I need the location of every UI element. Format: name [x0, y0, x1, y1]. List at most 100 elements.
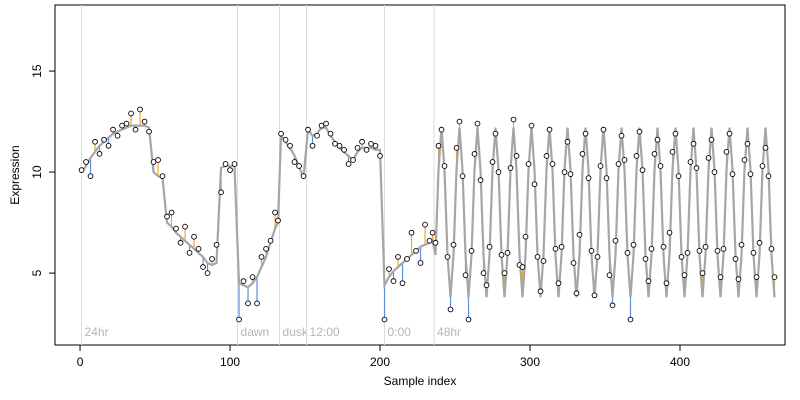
data-point — [510, 116, 517, 123]
data-point — [573, 290, 580, 297]
data-point — [495, 169, 502, 175]
data-point — [114, 132, 121, 139]
data-point — [327, 130, 334, 137]
data-point — [444, 254, 451, 260]
data-point — [372, 142, 379, 149]
data-point — [636, 128, 643, 135]
data-point — [164, 213, 170, 220]
data-point — [404, 256, 410, 262]
data-point — [480, 270, 487, 276]
data-point — [657, 163, 664, 169]
data-point — [744, 140, 751, 147]
data-point — [468, 248, 475, 254]
data-point — [654, 136, 661, 143]
data-point — [408, 229, 415, 236]
data-point — [182, 223, 188, 230]
data-point — [191, 233, 197, 240]
data-point — [624, 250, 631, 256]
data-point — [447, 306, 454, 313]
x-axis-title: Sample index — [384, 374, 457, 388]
data-point — [432, 239, 439, 246]
data-point — [663, 280, 670, 287]
data-point — [540, 258, 547, 264]
data-point — [672, 130, 679, 137]
data-point — [305, 126, 311, 133]
data-point — [368, 140, 374, 147]
data-point — [413, 248, 419, 254]
data-point — [522, 233, 529, 240]
data-point — [591, 292, 598, 299]
data-point — [395, 254, 401, 260]
data-point — [489, 159, 496, 165]
data-point — [729, 171, 736, 177]
plot-frame — [54, 4, 786, 346]
data-point — [738, 241, 745, 248]
data-point — [168, 209, 175, 216]
data-point — [537, 288, 544, 295]
data-point — [231, 161, 238, 167]
data-point — [690, 140, 697, 147]
data-point — [627, 316, 634, 323]
data-point — [417, 260, 424, 266]
data-point — [612, 237, 619, 244]
data-point — [200, 264, 206, 270]
data-point — [323, 120, 329, 127]
data-point — [717, 274, 724, 280]
reference-label: dusk — [283, 325, 309, 339]
data-point — [287, 142, 293, 149]
data-point — [258, 254, 265, 260]
data-point — [585, 175, 592, 181]
y-tick-label: 15 — [30, 64, 44, 78]
data-point — [762, 144, 769, 151]
data-point — [477, 177, 484, 184]
data-point — [332, 140, 338, 147]
data-point — [504, 250, 511, 256]
data-point — [681, 272, 688, 278]
data-point — [567, 171, 574, 177]
data-point — [159, 173, 166, 179]
data-point — [633, 153, 640, 159]
data-point — [669, 149, 676, 155]
data-point — [441, 163, 448, 169]
data-point — [213, 241, 220, 248]
data-point — [513, 153, 520, 159]
data-point — [245, 300, 251, 307]
data-point — [254, 300, 260, 307]
data-point — [96, 151, 103, 157]
data-point — [651, 151, 658, 157]
data-point — [597, 163, 604, 169]
data-point — [435, 142, 442, 149]
data-point — [726, 130, 733, 137]
data-point — [336, 142, 343, 149]
data-point — [173, 225, 179, 232]
data-point — [453, 144, 460, 151]
data-point — [123, 120, 130, 127]
data-point — [272, 209, 278, 216]
data-point — [600, 126, 607, 133]
data-point — [471, 151, 478, 157]
data-point — [741, 157, 748, 163]
data-point — [83, 159, 89, 165]
x-tick-label: 300 — [520, 355, 540, 369]
data-point — [576, 231, 583, 238]
data-point — [249, 274, 256, 280]
data-point — [345, 161, 352, 167]
data-point — [354, 144, 361, 151]
data-point — [119, 122, 125, 129]
data-point — [146, 128, 152, 135]
data-point — [549, 161, 556, 167]
data-point — [630, 241, 637, 248]
data-point — [666, 229, 673, 236]
data-point — [92, 138, 98, 145]
data-point — [525, 161, 532, 167]
y-axis-title: Expression — [8, 145, 22, 204]
data-point — [519, 264, 526, 270]
data-point — [240, 278, 247, 285]
data-point — [137, 106, 143, 113]
data-point — [110, 126, 116, 133]
data-point — [399, 280, 406, 287]
data-point — [155, 157, 161, 163]
data-point — [438, 126, 445, 133]
reference-label: 12:00 — [310, 325, 340, 339]
